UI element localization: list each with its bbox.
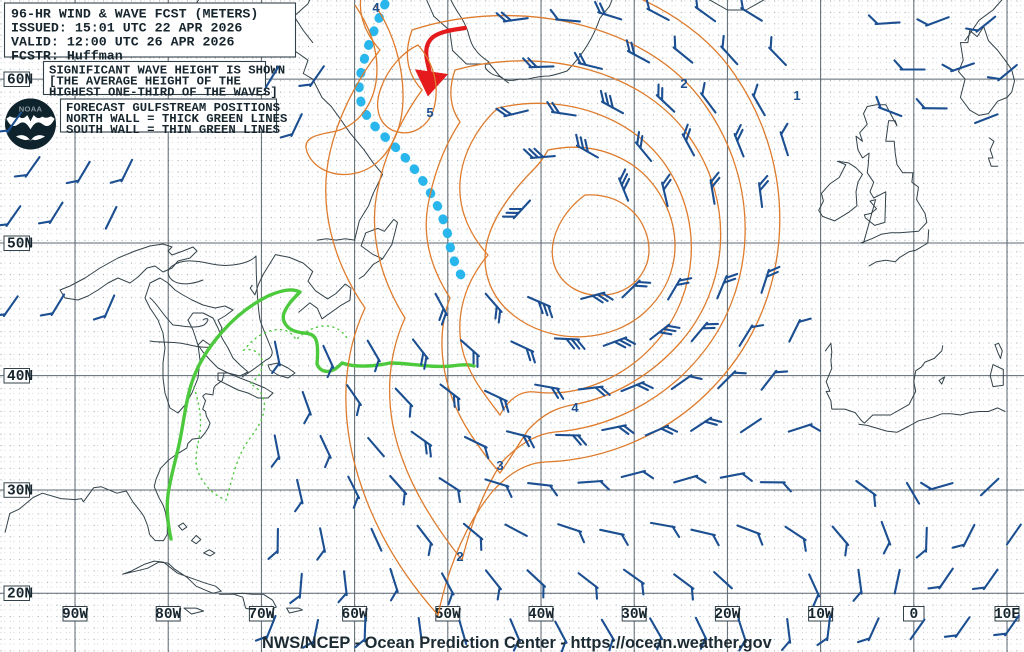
svg-text:2: 2	[680, 76, 687, 91]
svg-text:HIGHEST ONE-THIRD OF THE WAVES: HIGHEST ONE-THIRD OF THE WAVES]	[49, 86, 278, 100]
svg-text:40W: 40W	[528, 607, 554, 623]
svg-text:70W: 70W	[248, 607, 274, 623]
svg-text:40N: 40N	[7, 369, 33, 385]
svg-text:80W: 80W	[155, 607, 181, 623]
svg-text:5: 5	[426, 105, 433, 120]
svg-text:50N: 50N	[7, 237, 33, 253]
svg-text:SOUTH WALL = THIN GREEN LINES: SOUTH WALL = THIN GREEN LINES	[66, 123, 280, 137]
svg-text:VALID: 12:00 UTC 26 APR 2026: VALID: 12:00 UTC 26 APR 2026	[11, 35, 234, 50]
svg-text:4: 4	[372, 0, 380, 15]
svg-text:3: 3	[496, 458, 503, 473]
svg-text:2: 2	[456, 549, 463, 564]
svg-text:60W: 60W	[342, 607, 368, 623]
svg-text:30W: 30W	[621, 607, 647, 623]
svg-text:4: 4	[571, 400, 579, 415]
svg-text:NOAA: NOAA	[19, 105, 43, 114]
svg-text:ISSUED: 15:01 UTC 22 APR 2026: ISSUED: 15:01 UTC 22 APR 2026	[11, 21, 242, 36]
svg-text:1: 1	[793, 88, 800, 103]
svg-text:20W: 20W	[714, 607, 740, 623]
svg-text:NWS/NCEP - Ocean Prediction Ce: NWS/NCEP - Ocean Prediction Center - htt…	[262, 634, 773, 652]
svg-text:0: 0	[909, 607, 918, 623]
svg-text:20N: 20N	[7, 587, 33, 603]
svg-text:96-HR WIND & WAVE FCST (METERS: 96-HR WIND & WAVE FCST (METERS)	[11, 7, 258, 22]
svg-text:30N: 30N	[7, 483, 33, 499]
svg-text:60N: 60N	[7, 73, 33, 89]
svg-text:90W: 90W	[62, 607, 88, 623]
